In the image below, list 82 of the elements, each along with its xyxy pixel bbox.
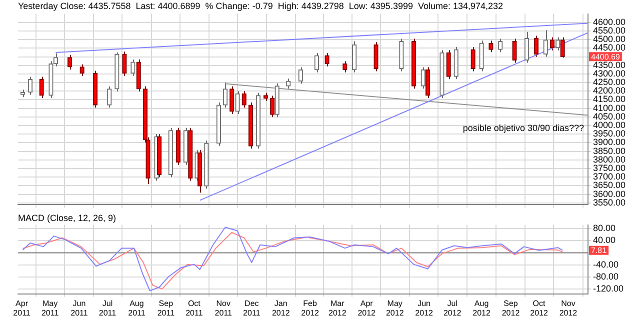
candlestick [420,66,426,90]
text: 7.81 [591,246,608,256]
y-tick-label: 4500.00 [593,34,626,44]
x-tick-label: Nov 2011 [214,298,233,318]
candlestick [107,86,112,108]
chart-title: MACD (Close, 12, 26, 9) [18,212,116,223]
y-tick-label: 3700.00 [593,172,626,182]
x-tick-label: May 2012 [386,298,404,318]
candlestick [534,35,539,58]
candlestick [556,36,560,51]
y-tick-label: 4350.00 [593,60,626,70]
x-tick-label: Jun 2011 [70,298,88,318]
candlestick [324,52,330,67]
y-tick-label: -120.00 [593,284,624,294]
y-tick-label: 3550.00 [593,197,626,208]
x-tick-label: Dec 2011 [243,298,261,318]
candlestick [235,90,240,115]
y-tick-label: 4200.00 [593,86,626,96]
x-tick-label: Jan 2012 [272,298,290,318]
y-tick-label: 3900.00 [593,137,626,148]
candlestick [286,78,291,90]
candlestick [374,42,378,72]
y-tick-label: 3850.00 [593,146,626,156]
x-tick-label: May 2011 [41,298,60,318]
candlestick [67,54,72,70]
candlestick [524,31,530,64]
candlestick [470,46,476,72]
candlestick [512,38,517,64]
x-tick-label: Aug 2011 [128,298,146,318]
y-tick-label: 4450.00 [593,42,626,53]
x-tick-label: Oct 2012 [530,298,548,318]
y-tick-label: 3950.00 [593,128,626,139]
y-tick-label: -80.00 [593,272,619,282]
y-tick-label: 4000.00 [593,120,626,130]
y-tick-label: -40.00 [593,259,619,270]
y-tick-label: 4600.00 [593,16,626,27]
candlestick [560,36,565,58]
candlestick [270,95,275,118]
y-tick-label: 3800.00 [593,154,626,164]
x-tick-label: Nov 2012 [559,298,578,318]
y-tick-label: 4100.00 [593,102,626,113]
candlestick [498,38,503,53]
annotation: posible objetivo 30/90 dias??? [462,122,584,133]
candlestick [446,50,451,80]
candlestick [314,52,319,73]
x-tick-label: Jun 2012 [415,298,434,318]
x-tick-label: Sep 2012 [502,298,520,318]
y-tick-label: 40.00 [593,235,616,246]
candlestick [28,76,33,96]
y-tick-label: 3650.00 [593,180,626,190]
y-tick-label: 4250.00 [593,77,626,88]
x-tick-label: Jul 2011 [98,298,117,318]
candlestick [39,76,44,99]
x-tick-label: Oct 2011 [186,298,204,318]
candlestick [222,82,228,108]
candlestick [550,36,555,51]
y-tick-label: 4050.00 [593,111,626,122]
candlestick [230,86,234,115]
y-tick-label: 3750.00 [593,162,626,173]
x-tick-label: Mar 2012 [328,298,347,318]
y-tick-label: 80.00 [593,222,616,233]
y-tick-label: 4150.00 [593,94,626,104]
text: 4400.69 [591,52,620,62]
x-tick-label: Apr 2012 [358,298,376,318]
x-tick-label: Jul 2012 [443,298,462,318]
candlestick [242,90,246,108]
chart-subtitle: Yesterday Close: 4435.7558 Last: 4400.6899 % Change: -0.79 High: 4439.2798 Low: 4395.3999 Volume: 134,974,232 [18,0,504,11]
y-tick-label: 3600.00 [593,188,626,199]
candlestick [298,66,303,84]
x-tick-label: Sep 2011 [157,298,176,318]
x-tick-label: Apr 2011 [13,298,31,318]
candlestick [122,51,127,76]
candlestick [80,64,84,76]
candlestick [543,30,548,58]
candlestick [130,59,136,76]
y-tick-label: 4300.00 [593,68,626,78]
x-tick-label: Aug 2012 [472,298,491,318]
candlestick [342,60,348,73]
y-tick-label: 4550.00 [593,25,626,36]
candlestick [488,40,494,53]
x-tick-label: Feb 2012 [301,298,320,318]
candlestick [352,40,357,73]
